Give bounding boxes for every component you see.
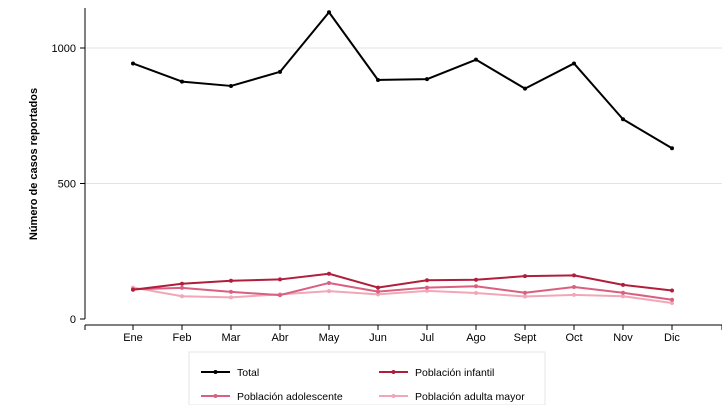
x-tick-label: Feb [173,332,192,344]
x-tick-label: Jul [420,332,434,344]
legend-marker [213,370,218,374]
y-tick-label: 0 [70,314,76,326]
legend-box [188,351,546,405]
data-point [572,273,576,278]
legend: Total Población infantil Población adolesc… [188,351,546,405]
legend-label: Población adolescente [237,391,343,403]
series-0 [131,10,674,151]
data-point [180,294,184,299]
data-point [523,274,527,279]
data-point [180,79,184,84]
x-tick-label: Ene [123,332,143,344]
gridlines [85,47,722,184]
data-point [229,83,233,88]
x-tick-label: Jun [369,332,387,344]
axes [84,8,722,326]
x-tick-label: Dic [664,332,680,344]
data-point [572,285,576,290]
data-point [621,290,625,295]
series-line [132,286,673,305]
series-1 [131,271,674,293]
legend-label: Población adulta mayor [415,391,525,403]
data-point [425,288,429,293]
series-line [132,11,673,150]
data-point [327,271,331,276]
x-tick-label: Abr [271,332,288,344]
legend-label: Población infantil [415,367,494,379]
legend-item: Población infantil [379,367,494,379]
data-point [278,293,282,298]
data-point [327,280,331,285]
y-tick-label: 500 [58,179,76,191]
data-point [278,69,282,74]
data-point [376,285,380,290]
series-2 [131,280,674,302]
data-point [229,289,233,294]
y-tick-label: 1000 [52,43,76,55]
series-line [132,272,673,292]
data-point [523,294,527,299]
data-point [621,282,625,287]
data-point [474,284,478,289]
data-point [474,57,478,62]
legend-item: Total [201,367,259,379]
y-axis-title: Número de casos reportados [28,88,40,240]
data-point [131,61,135,66]
data-point [474,277,478,282]
data-point [425,77,429,82]
series-3 [131,285,674,306]
x-tick-label: Oct [565,332,582,344]
x-tick-label: Ago [466,332,486,344]
legend-marker [391,370,396,374]
data-point [425,285,429,290]
x-tick-label: Nov [613,332,633,344]
data-point [670,288,674,293]
data-point [229,295,233,300]
data-point [572,292,576,297]
data-point [278,277,282,282]
series [131,10,674,306]
data-point [425,278,429,283]
legend-marker [213,394,218,398]
series-line [132,281,673,301]
legend-item: Población adolescente [201,391,343,403]
data-point [229,278,233,283]
data-point [670,146,674,151]
data-point [180,281,184,286]
data-point [523,290,527,295]
x-tick-label: Mar [222,332,241,344]
x-ticks: Ene Feb Mar Abr May Jun Jul Ago Sept Oct Nov Dic [84,325,722,344]
data-point [376,77,380,82]
data-point [474,290,478,295]
legend-label: Total [237,367,259,379]
legend-marker [391,394,396,398]
data-point [376,289,380,294]
data-point [572,61,576,66]
data-point [670,301,674,306]
data-point [327,289,331,294]
y-ticks: 0 500 1000 [52,43,85,326]
legend-item: Población adulta mayor [379,391,525,403]
data-point [621,294,625,299]
data-point [131,287,135,292]
x-tick-label: Sept [514,332,537,344]
data-point [180,285,184,290]
data-point [327,10,331,15]
x-tick-label: May [319,332,340,344]
data-point [621,117,625,122]
data-point [523,86,527,91]
data-point [670,297,674,302]
